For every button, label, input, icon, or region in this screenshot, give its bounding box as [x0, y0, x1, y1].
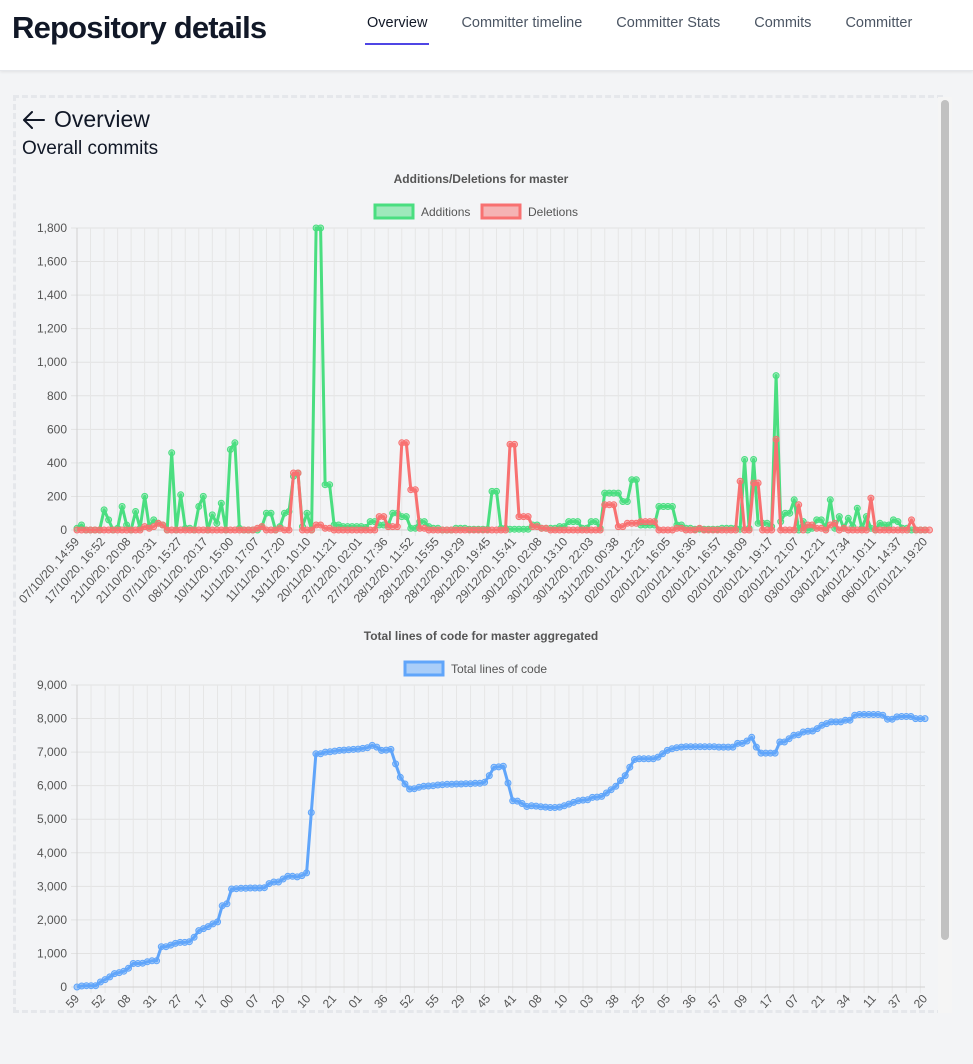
tab-overview[interactable]: Overview — [350, 0, 444, 58]
scrollbar[interactable] — [938, 97, 952, 1013]
tab-committer-timeline[interactable]: Committer timeline — [461, 15, 583, 31]
back-link[interactable]: Overview — [22, 106, 150, 133]
overview-panel: Overview Overall commits — [13, 95, 943, 1013]
tab-commits[interactable]: Commits — [754, 15, 812, 31]
nav-tabs: Overview Committer timeline Committer St… — [350, 0, 929, 70]
section-subtitle: Overall commits — [22, 138, 159, 159]
tab-committer-stats[interactable]: Committer Stats — [616, 15, 721, 31]
tab-committer[interactable]: Committer — [845, 15, 913, 31]
page-title: Repository details — [12, 10, 267, 45]
back-label: Overview — [54, 106, 150, 132]
header: Repository details Overview Committer ti… — [0, 0, 973, 71]
arrow-left-icon — [23, 110, 45, 129]
scrollbar-thumb[interactable] — [941, 100, 949, 940]
